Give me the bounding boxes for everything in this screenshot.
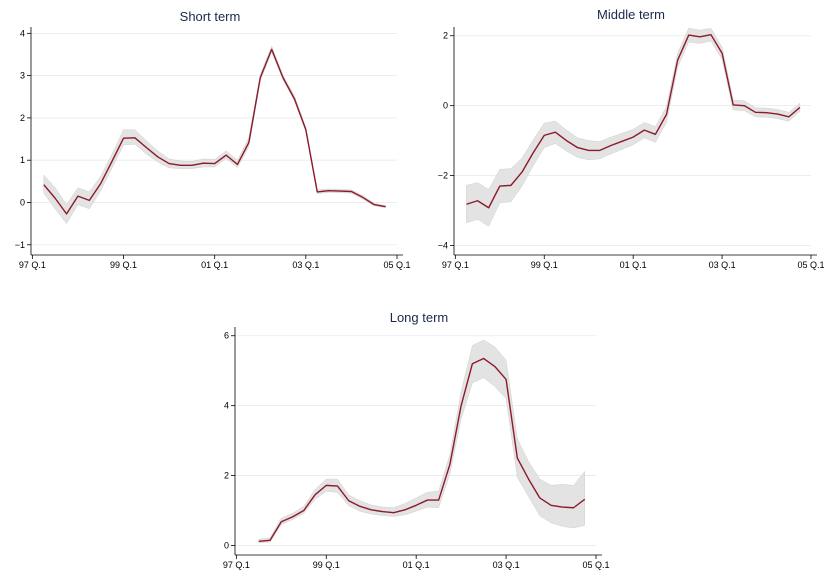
y-tick-label: 4 xyxy=(224,401,229,411)
x-tick-label: 03 Q.1 xyxy=(493,560,520,570)
y-tick-label: 4 xyxy=(20,28,25,38)
x-tick-label: 97 Q.1 xyxy=(19,260,46,270)
x-tick-label: 03 Q.1 xyxy=(292,260,319,270)
y-tick-label: 6 xyxy=(224,331,229,341)
y-tick-label: −2 xyxy=(438,171,448,181)
x-tick-label: 05 Q.1 xyxy=(582,560,609,570)
y-tick-label: −4 xyxy=(438,241,448,251)
chart-title: Long term xyxy=(390,310,449,325)
x-tick-label: 99 Q.1 xyxy=(110,260,137,270)
y-tick-label: 2 xyxy=(224,471,229,481)
x-tick-label: 97 Q.1 xyxy=(223,560,250,570)
y-tick-label: 1 xyxy=(20,155,25,165)
x-tick-label: 05 Q.1 xyxy=(383,260,410,270)
chart-long-term: Long term 0 2 4 6 97 Q.1 99 Q.1 01 Q.1 03 Q.1 05 … xyxy=(223,310,610,570)
chart-middle-term: Middle term −4 −2 0 2 97 Q.1 99 Q.1 01 Q.1 03 Q.… xyxy=(438,7,825,270)
y-tick-label: −1 xyxy=(15,240,25,250)
x-tick-label: 01 Q.1 xyxy=(403,560,430,570)
x-tick-label: 05 Q.1 xyxy=(797,260,824,270)
chart-title: Short term xyxy=(180,9,241,24)
y-tick-label: 0 xyxy=(443,101,448,111)
x-tick-label: 97 Q.1 xyxy=(442,260,469,270)
x-tick-label: 01 Q.1 xyxy=(620,260,647,270)
y-tick-label: 3 xyxy=(20,71,25,81)
x-tick-label: 03 Q.1 xyxy=(709,260,736,270)
chart-title: Middle term xyxy=(597,7,665,22)
series-line xyxy=(258,357,586,543)
series-line xyxy=(43,48,386,215)
y-tick-label: 0 xyxy=(224,541,229,551)
x-tick-label: 01 Q.1 xyxy=(201,260,228,270)
x-tick-label: 99 Q.1 xyxy=(531,260,558,270)
x-tick-label: 99 Q.1 xyxy=(313,560,340,570)
confidence-band xyxy=(43,45,386,225)
series-line xyxy=(466,33,801,209)
y-tick-label: 0 xyxy=(20,197,25,207)
confidence-band xyxy=(466,27,801,227)
y-tick-label: 2 xyxy=(443,31,448,41)
chart-short-term: Short term −1 0 1 2 3 4 97 Q.1 99 Q.1 01 Q.1 03 Q.… xyxy=(15,9,411,270)
y-tick-label: 2 xyxy=(20,113,25,123)
confidence-band xyxy=(258,339,586,543)
